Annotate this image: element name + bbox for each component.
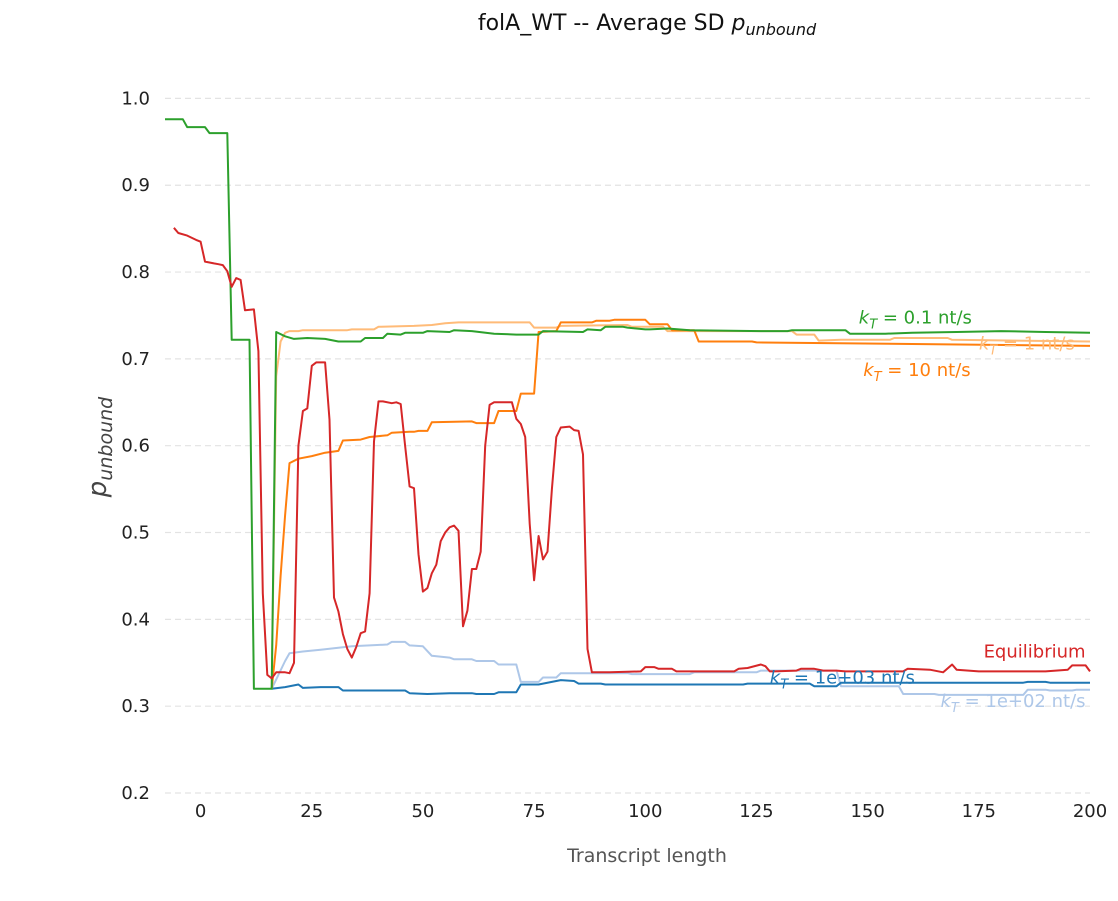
x-tick-label: 50 bbox=[411, 801, 434, 822]
x-tick-label: 25 bbox=[300, 801, 323, 822]
chart-title: folA_WT -- Average SD punbound bbox=[478, 11, 817, 39]
y-tick-label: 0.4 bbox=[121, 609, 150, 630]
y-tick-label: 0.5 bbox=[121, 523, 150, 544]
series-label: Equilibrium bbox=[984, 642, 1086, 663]
y-tick-label: 0.3 bbox=[121, 696, 150, 717]
series-lines bbox=[165, 118, 1091, 696]
series-line bbox=[173, 227, 1091, 680]
x-tick-label: 125 bbox=[739, 801, 773, 822]
x-axis-label: Transcript length bbox=[566, 845, 727, 867]
y-tick-label: 0.7 bbox=[121, 349, 150, 370]
series-labels: kT = 1e+02 nt/s kT = 1e+03 nt/s kT = 1 nt/… bbox=[770, 307, 1086, 716]
y-axis-ticks: 0.2 0.3 0.4 0.5 0.6 0.7 0.8 0.9 1.0 bbox=[121, 88, 150, 804]
x-axis-ticks: 0 25 50 75 100 125 150 175 200 bbox=[195, 801, 1107, 822]
y-tick-label: 0.2 bbox=[121, 783, 150, 804]
series-line bbox=[165, 118, 1091, 690]
y-tick-label: 0.8 bbox=[121, 262, 150, 283]
series-line bbox=[271, 679, 1090, 695]
series-line bbox=[270, 321, 1091, 689]
x-tick-label: 75 bbox=[523, 801, 546, 822]
y-tick-label: 1.0 bbox=[121, 88, 150, 109]
series-label: kT = 0.1 nt/s bbox=[859, 307, 972, 332]
gridlines bbox=[165, 97, 1090, 794]
series-label: kT = 1e+03 nt/s bbox=[770, 668, 915, 693]
y-axis-label: punbound bbox=[83, 396, 117, 498]
x-tick-label: 0 bbox=[195, 801, 206, 822]
x-tick-label: 150 bbox=[850, 801, 884, 822]
x-tick-label: 100 bbox=[628, 801, 662, 822]
series-line bbox=[270, 640, 1090, 696]
y-tick-label: 0.9 bbox=[121, 175, 150, 196]
x-tick-label: 175 bbox=[962, 801, 996, 822]
series-label: kT = 1e+02 nt/s bbox=[940, 691, 1085, 716]
series-label: kT = 10 nt/s bbox=[863, 360, 970, 385]
series-line bbox=[270, 318, 1091, 689]
y-tick-label: 0.6 bbox=[121, 436, 150, 457]
series-label: kT = 1 nt/s bbox=[979, 333, 1075, 358]
x-tick-label: 200 bbox=[1073, 801, 1107, 822]
